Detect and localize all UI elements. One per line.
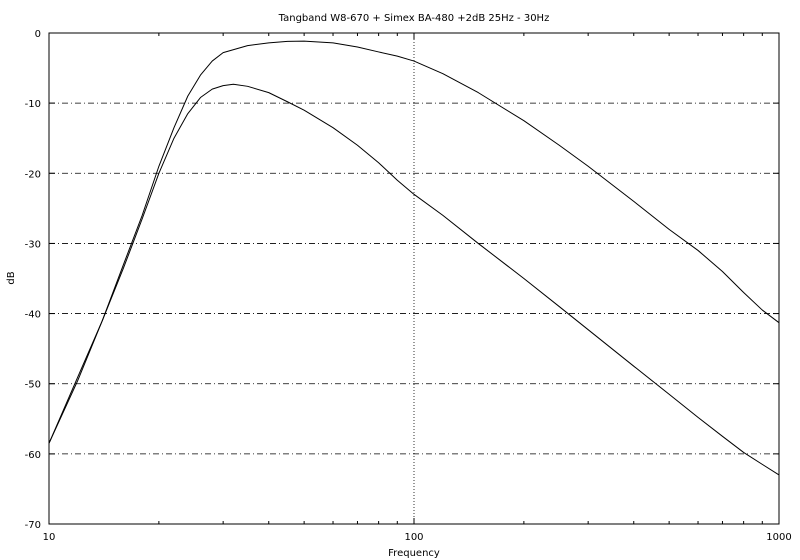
y-tick-label: -20: [25, 169, 41, 180]
y-tick-label: -70: [25, 520, 41, 531]
y-tick-label: -10: [25, 99, 41, 110]
chart-title: Tangband W8-670 + Simex BA-480 +2dB 25Hz…: [278, 13, 550, 24]
series-line-1: [48, 40, 780, 444]
x-tick-label: 10: [43, 532, 56, 543]
y-tick-label: -60: [25, 450, 41, 461]
series-line-2: [48, 83, 780, 476]
series-group: [48, 40, 780, 476]
x-tick-label: 100: [404, 532, 423, 543]
x-axis: 10 100 1000: [43, 33, 792, 543]
grid-lines: [49, 33, 779, 524]
y-tick-label: -40: [25, 310, 41, 321]
y-axis: 0 -10 -20 -30 -40 -50 -60 -70: [25, 29, 779, 531]
x-tick-label: 1000: [766, 532, 791, 543]
x-axis-label: Frequency: [388, 548, 440, 559]
y-axis-label: dB: [6, 271, 17, 284]
y-tick-label: -30: [25, 239, 41, 250]
y-tick-label: -50: [25, 380, 41, 391]
y-tick-label: 0: [35, 29, 41, 40]
